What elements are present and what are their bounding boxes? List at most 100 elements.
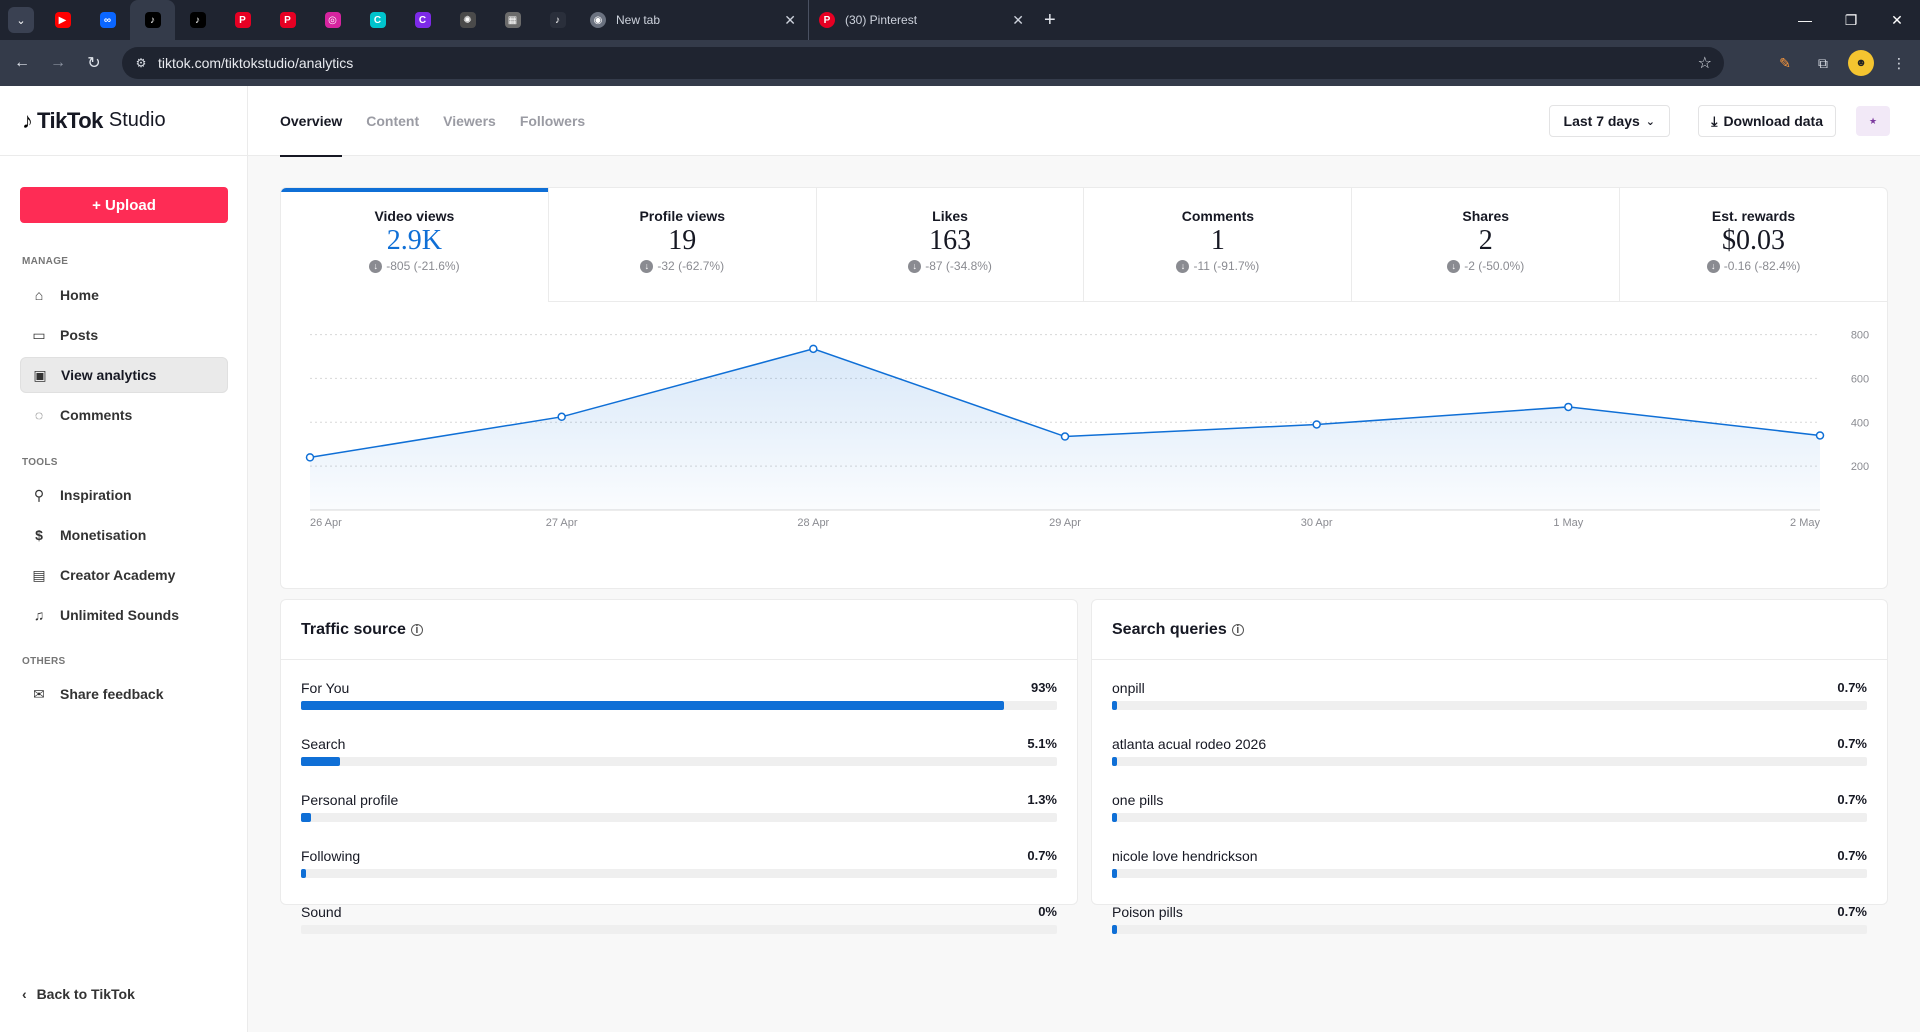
pinned-tab-youtube[interactable]: ▶ xyxy=(40,0,85,40)
traffic-source-title: Traffic source xyxy=(301,620,406,638)
brand-name: TikTok xyxy=(37,107,103,133)
upload-button[interactable]: + Upload xyxy=(20,187,228,223)
metric-value: 2.9K xyxy=(386,225,443,256)
pinned-tab-app[interactable]: ▦ xyxy=(490,0,535,40)
sidebar-item-share-feedback[interactable]: ✉ Share feedback xyxy=(20,676,228,712)
x-tick-label: 29 Apr xyxy=(1049,517,1081,529)
traffic-source-row: Following 0.7% xyxy=(301,848,1057,904)
sidebar-item-posts[interactable]: ▭ Posts xyxy=(20,317,228,353)
profile-avatar-icon[interactable]: ☻ xyxy=(1848,50,1874,76)
metric-card-shares[interactable]: Shares 2 ↓ -2 (-50.0%) xyxy=(1352,188,1621,302)
pinned-tab-canva[interactable]: C xyxy=(400,0,445,40)
date-range-dropdown[interactable]: Last 7 days ⌄ xyxy=(1548,105,1670,137)
metric-card-est-rewards[interactable]: Est. rewards $0.03 ↓ -0.16 (-82.4%) xyxy=(1620,188,1887,302)
sidebar-item-home[interactable]: ⌂ Home xyxy=(20,277,228,313)
sidebar-item-creator-academy[interactable]: ▤ Creator Academy xyxy=(20,557,228,593)
address-bar[interactable]: ⚙ tiktok.com/tiktokstudio/analytics ☆ xyxy=(122,47,1724,79)
minimize-icon[interactable]: — xyxy=(1798,12,1812,28)
new-tab-plus-icon[interactable]: + xyxy=(1044,8,1056,31)
data-point xyxy=(1815,431,1825,440)
sidebar-item-monetisation[interactable]: $ Monetisation xyxy=(20,517,228,553)
back-link-label: Back to TikTok xyxy=(36,986,135,1002)
chevron-down-icon: ⌄ xyxy=(1645,115,1655,128)
tab-list-chevron-icon[interactable]: ⌄ xyxy=(8,7,34,33)
tab-content[interactable]: Content xyxy=(366,113,420,129)
metric-change-text: -805 (-21.6%) xyxy=(386,259,460,273)
progress-fill xyxy=(301,757,340,766)
extensions-puzzle-icon[interactable]: ⧉ xyxy=(1818,54,1828,71)
row-label: Poison pills xyxy=(1112,904,1183,920)
metric-label: Shares xyxy=(1462,208,1510,224)
pinned-tab-pinterest[interactable]: P xyxy=(220,0,265,40)
academy-icon: ▤ xyxy=(32,566,46,583)
sidebar-item-label: Home xyxy=(60,287,99,303)
tiktok-icon: ♪ xyxy=(549,12,566,28)
sidebar-item-label: Inspiration xyxy=(60,487,132,503)
video-views-chart-svg: 200 400 600 800 26 Apr 27 Apr 28 Apr 29 Apr 30 A… xyxy=(305,330,1869,529)
traffic-source-panel: Traffic source i For You 93% Search 5.1% Per… xyxy=(280,599,1078,934)
y-tick-label: 800 xyxy=(1851,330,1869,342)
metric-card-video-views[interactable]: Video views 2.9K ↓ -805 (-21.6%) xyxy=(281,188,549,302)
sidebar-item-view-analytics[interactable]: ▣ View analytics xyxy=(20,357,228,393)
sidebar-item-inspiration[interactable]: ⚲ Inspiration xyxy=(20,477,228,513)
close-icon[interactable]: ✕ xyxy=(784,11,796,28)
browser-menu-icon[interactable]: ⋮ xyxy=(1892,54,1906,71)
pinned-tab-tiktok[interactable]: ♪ xyxy=(175,0,220,40)
pinned-tab-tiktok[interactable]: ♪ xyxy=(535,0,580,40)
bookmark-star-icon[interactable]: ☆ xyxy=(1697,55,1712,72)
browser-tab-new-tab[interactable]: ◉ New tab ✕ xyxy=(580,0,808,40)
pinned-tab-canva[interactable]: C xyxy=(355,0,400,40)
row-percent: 0.7% xyxy=(1837,848,1867,863)
brand-logo[interactable]: ♪ TikTok Studio xyxy=(0,86,247,156)
row-percent: 1.3% xyxy=(1027,792,1057,807)
site-settings-icon[interactable]: ⚙ xyxy=(135,56,147,70)
metric-card-comments[interactable]: Comments 1 ↓ -11 (-91.7%) xyxy=(1084,188,1353,302)
metric-label: Likes xyxy=(932,208,968,224)
sidebar-item-unlimited-sounds[interactable]: ♫ Unlimited Sounds xyxy=(20,597,228,633)
browser-tab-bar: ⌄ ▶ ∞ ♪ ♪ P P ◎ C C ✺ ▦ ♪ ◉ New tab ✕ P (30) Pinter… xyxy=(0,0,1920,40)
pinned-tab-meta[interactable]: ∞ xyxy=(85,0,130,40)
row-label: one pills xyxy=(1112,792,1164,808)
back-to-tiktok-link[interactable]: ‹ Back to TikTok xyxy=(22,986,135,1002)
decrease-icon: ↓ xyxy=(369,259,383,273)
app-icon: ▦ xyxy=(504,12,521,28)
area-fill xyxy=(310,348,1820,510)
sidebar-item-comments[interactable]: ◌ Comments xyxy=(20,397,228,433)
metric-card-profile-views[interactable]: Profile views 19 ↓ -32 (-62.7%) xyxy=(548,188,817,302)
tab-followers[interactable]: Followers xyxy=(519,113,586,129)
restore-icon[interactable]: ❐ xyxy=(1844,11,1858,28)
info-icon[interactable]: i xyxy=(410,623,423,636)
pinned-tab-pinterest[interactable]: P xyxy=(265,0,310,40)
decrease-icon: ↓ xyxy=(1176,259,1190,273)
browser-tab-pinterest[interactable]: P (30) Pinterest ✕ xyxy=(808,0,1036,40)
close-icon[interactable]: ✕ xyxy=(1012,11,1024,28)
tab-viewers[interactable]: Viewers xyxy=(443,113,496,129)
comments-icon: ◌ xyxy=(34,407,44,423)
y-tick-label: 400 xyxy=(1851,417,1869,429)
meta-icon: ∞ xyxy=(99,12,116,28)
progress-track xyxy=(1112,925,1867,934)
music-icon: ♫ xyxy=(33,607,45,623)
analytics-icon: ▣ xyxy=(33,366,47,383)
data-point xyxy=(305,453,315,462)
tab-overview[interactable]: Overview xyxy=(280,86,343,157)
download-data-button[interactable]: ⤓ Download data xyxy=(1698,105,1836,137)
reload-icon[interactable]: ↻ xyxy=(87,55,101,72)
account-avatar[interactable]: ★ xyxy=(1856,106,1890,136)
progress-fill xyxy=(1112,757,1118,766)
progress-fill xyxy=(301,701,1005,710)
lightbulb-icon: ⚲ xyxy=(33,486,45,503)
pinned-tab-openai[interactable]: ✺ xyxy=(445,0,490,40)
row-label: onpill xyxy=(1112,680,1145,696)
back-arrow-icon[interactable]: ← xyxy=(14,54,30,71)
info-icon[interactable]: i xyxy=(1231,623,1244,636)
x-tick-label: 27 Apr xyxy=(546,517,578,529)
close-window-icon[interactable]: ✕ xyxy=(1891,11,1903,28)
pinned-tab-tiktok[interactable]: ♪ xyxy=(130,0,175,40)
pencil-extension-icon[interactable]: ✎ xyxy=(1779,54,1791,71)
forward-arrow-icon[interactable]: → xyxy=(50,54,66,71)
home-icon: ⌂ xyxy=(34,287,44,303)
pinned-tab-instagram[interactable]: ◎ xyxy=(310,0,355,40)
metric-card-likes[interactable]: Likes 163 ↓ -87 (-34.8%) xyxy=(816,188,1085,302)
row-label: atlanta acual rodeo 2026 xyxy=(1112,736,1267,752)
